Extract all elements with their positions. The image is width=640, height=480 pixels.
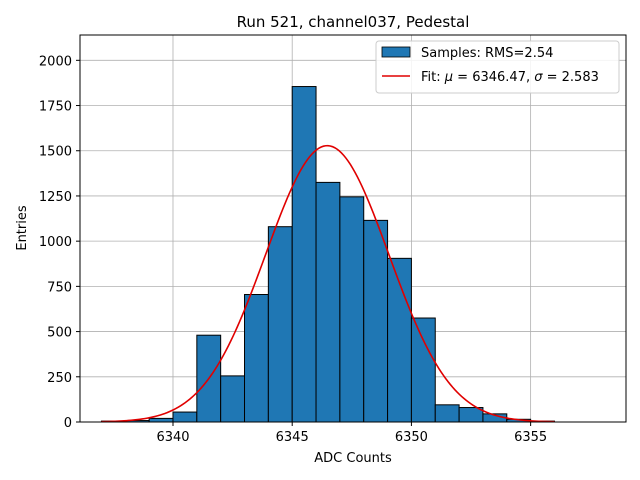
y-tick-label: 0: [64, 416, 72, 431]
x-tick-label: 6345: [276, 430, 309, 445]
chart-title: Run 521, channel037, Pedestal: [237, 13, 470, 31]
y-tick-label: 1000: [39, 235, 72, 250]
x-axis-ticks: 6340 6345 6350 6355: [156, 422, 547, 445]
y-axis-ticks: 0 250 500 750 1000 1250 1500 1750 2000: [39, 54, 80, 431]
legend-label-histogram: Samples: RMS=2.54: [421, 46, 553, 61]
y-tick-label: 2000: [39, 54, 72, 69]
fit-label-prefix: Fit:: [421, 70, 445, 85]
histogram-bar: [172, 411, 198, 423]
histogram-bar: [148, 417, 174, 423]
fit-label-sigma-value: = 2.583: [542, 70, 598, 85]
y-tick-label: 250: [47, 371, 72, 386]
x-tick-label: 6340: [156, 430, 189, 445]
fit-curve: [101, 144, 555, 423]
legend: Samples: RMS=2.54 Fit: μ = 6346.47, σ = …: [375, 40, 620, 94]
histogram-bar: [434, 404, 460, 423]
legend-swatch-histogram: [381, 46, 411, 58]
fit-label-mu-symbol: μ: [444, 70, 453, 85]
histogram-bar: [315, 181, 341, 423]
histogram-bar: [220, 375, 246, 423]
y-tick-label: 1750: [39, 100, 72, 115]
histogram-bar: [363, 219, 389, 423]
y-tick-label: 1250: [39, 190, 72, 205]
fit-label-sigma-symbol: σ: [534, 70, 543, 85]
plot-frame: [79, 34, 627, 423]
histogram-bar: [291, 86, 317, 423]
histogram-bar: [267, 226, 293, 423]
x-axis-label: ADC Counts: [314, 451, 392, 466]
legend-label-fit: Fit: μ = 6346.47, σ = 2.583: [421, 70, 599, 85]
histogram-bar: [410, 317, 436, 423]
y-tick-label: 500: [47, 326, 72, 341]
histogram-bar: [244, 294, 269, 423]
fit-label-mu-value: = 6346.47,: [453, 70, 534, 85]
y-tick-label: 750: [47, 280, 72, 295]
x-tick-label: 6350: [395, 430, 428, 445]
x-tick-label: 6355: [514, 430, 547, 445]
y-tick-label: 1500: [39, 145, 72, 160]
histogram-bar: [339, 196, 365, 423]
y-axis-label: Entries: [15, 205, 30, 251]
legend-box: [375, 40, 620, 94]
